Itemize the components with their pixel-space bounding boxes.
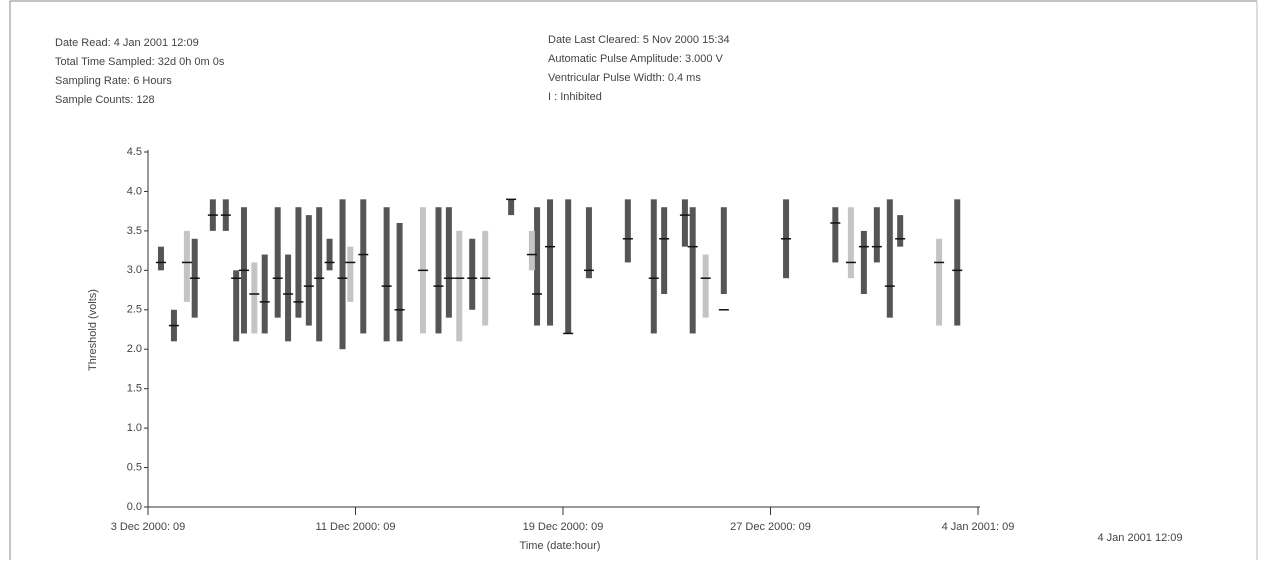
range-bar xyxy=(689,207,696,334)
range-bar xyxy=(233,270,240,342)
range-bar xyxy=(650,199,657,334)
header-text: Sampling Rate: 6 Hours xyxy=(55,75,172,87)
y-tick-label: 4.0 xyxy=(127,185,142,197)
range-bar xyxy=(183,230,190,302)
y-tick-label: 1.0 xyxy=(127,422,142,434)
range-bar xyxy=(954,199,961,326)
header-text: Date Last Cleared: 5 Nov 2000 15:34 xyxy=(548,34,730,46)
range-bar xyxy=(435,207,442,334)
range-bar xyxy=(295,207,302,318)
range-bar xyxy=(873,207,880,263)
range-bar xyxy=(445,207,452,318)
range-bar xyxy=(383,207,390,342)
range-bar xyxy=(456,230,463,342)
range-bar xyxy=(661,207,668,294)
y-tick-label: 0.5 xyxy=(127,461,142,473)
header-text: Date Read: 4 Jan 2001 12:09 xyxy=(55,37,199,49)
range-bar xyxy=(624,199,631,263)
range-bar xyxy=(274,207,281,318)
range-bar xyxy=(251,262,258,334)
range-bar xyxy=(396,223,403,342)
range-bar xyxy=(832,207,839,263)
y-tick-label: 4.5 xyxy=(127,146,142,158)
range-bar xyxy=(547,199,554,326)
range-bar xyxy=(860,230,867,294)
header-text: Sample Counts: 128 xyxy=(55,94,155,106)
x-tick-label: 4 Jan 2001: 09 xyxy=(942,521,1015,533)
header-text: Automatic Pulse Amplitude: 3.000 V xyxy=(548,53,724,65)
range-bar xyxy=(316,207,323,342)
x-tick-label: 3 Dec 2000: 09 xyxy=(111,521,186,533)
range-bar xyxy=(720,207,727,294)
header-text: Ventricular Pulse Width: 0.4 ms xyxy=(548,72,701,84)
range-bar xyxy=(565,199,572,334)
x-axis-label: Time (date:hour) xyxy=(520,540,601,552)
range-bar xyxy=(305,215,312,326)
x-tick-label: 27 Dec 2000: 09 xyxy=(730,521,811,533)
y-axis-label: Threshold (volts) xyxy=(87,289,99,371)
range-bar xyxy=(285,254,292,342)
x-tick-label: 19 Dec 2000: 09 xyxy=(523,521,604,533)
range-bar xyxy=(886,199,893,318)
footer-timestamp: 4 Jan 2001 12:09 xyxy=(1097,532,1182,544)
range-bar xyxy=(936,238,943,326)
range-bar xyxy=(360,199,367,334)
range-bar xyxy=(347,246,354,302)
range-bar xyxy=(681,199,688,247)
y-tick-label: 3.0 xyxy=(127,264,142,276)
range-bar xyxy=(469,238,476,310)
range-bar xyxy=(702,254,709,318)
y-tick-label: 0.0 xyxy=(127,501,142,513)
range-bar xyxy=(847,207,854,279)
y-tick-label: 2.0 xyxy=(127,343,142,355)
header-text: Total Time Sampled: 32d 0h 0m 0s xyxy=(55,56,225,68)
range-bar xyxy=(339,199,346,350)
range-bar xyxy=(261,254,268,334)
range-bar xyxy=(157,246,164,271)
x-tick-label: 11 Dec 2000: 09 xyxy=(316,521,396,533)
range-bar xyxy=(897,215,904,247)
y-tick-label: 2.5 xyxy=(127,304,142,316)
y-tick-label: 3.5 xyxy=(127,225,142,237)
range-bar xyxy=(528,230,535,271)
range-bar xyxy=(508,199,515,216)
range-bar xyxy=(585,207,592,279)
range-bar xyxy=(326,238,333,271)
range-bar xyxy=(534,207,541,326)
header-text: I : Inhibited xyxy=(548,91,602,103)
y-tick-label: 1.5 xyxy=(127,383,142,395)
